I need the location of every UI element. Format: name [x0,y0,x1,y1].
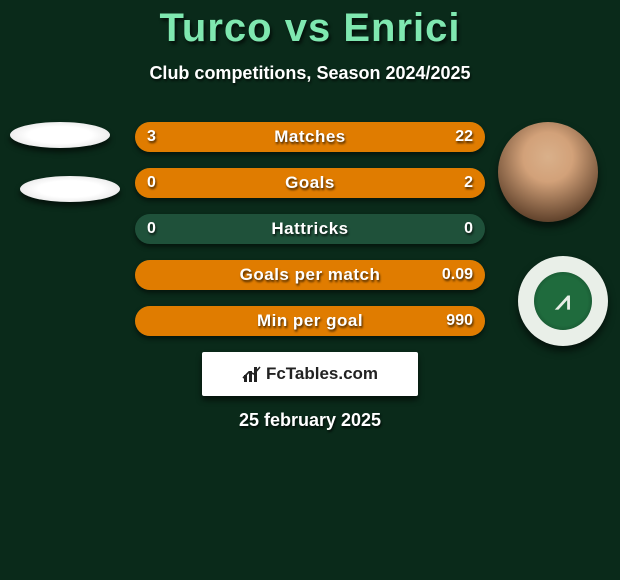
stat-label: Min per goal [135,306,485,336]
club-crest-icon: ⩘ [534,272,592,330]
subtitle: Club competitions, Season 2024/2025 [0,63,620,84]
stat-label: Matches [135,122,485,152]
player-b-avatar [498,122,598,222]
page-title: Turco vs Enrici [0,0,620,51]
player-a-avatar [10,122,110,148]
player-a-club-badge [20,176,120,202]
stat-label: Goals [135,168,485,198]
stat-row: 990Min per goal [135,306,485,336]
vs-label: vs [285,6,332,50]
stat-label: Hattricks [135,214,485,244]
brand-badge: FcTables.com [202,352,418,396]
stat-row: 00Hattricks [135,214,485,244]
stat-row: 322Matches [135,122,485,152]
bar-chart-icon [242,364,262,384]
brand-text: FcTables.com [266,364,378,384]
stats-table: 322Matches 02Goals 00Hattricks 0.09Goals pe… [135,122,485,352]
player-b-club-badge: ⩘ [518,256,608,346]
player-b: Enrici [343,6,460,50]
stat-label: Goals per match [135,260,485,290]
player-a: Turco [159,6,272,50]
date-label: 25 february 2025 [0,410,620,431]
stat-row: 0.09Goals per match [135,260,485,290]
stat-row: 02Goals [135,168,485,198]
